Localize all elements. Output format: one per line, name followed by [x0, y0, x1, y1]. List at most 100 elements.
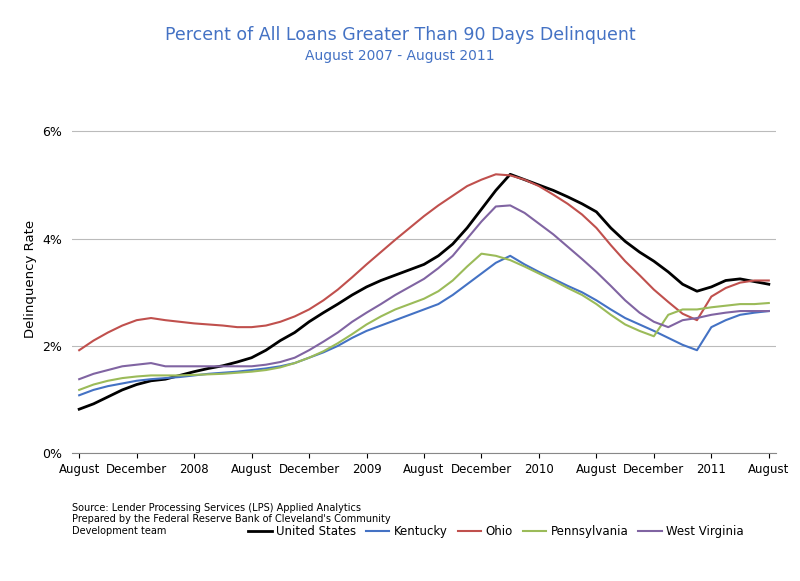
Kentucky	[204, 370, 214, 377]
Ohio	[491, 171, 501, 178]
West Virginia	[706, 311, 716, 318]
Pennsylvania	[506, 257, 515, 264]
Ohio	[118, 322, 127, 329]
West Virginia	[477, 218, 486, 225]
Kentucky	[74, 392, 84, 399]
United States	[434, 252, 443, 259]
West Virginia	[290, 354, 299, 361]
Pennsylvania	[663, 311, 673, 318]
Pennsylvania	[750, 300, 759, 307]
United States	[261, 347, 270, 354]
Ohio	[534, 182, 544, 189]
Kentucky	[190, 372, 199, 379]
Pennsylvania	[304, 354, 314, 361]
Ohio	[233, 324, 242, 331]
Pennsylvania	[218, 370, 228, 377]
Kentucky	[362, 328, 371, 335]
Ohio	[434, 202, 443, 209]
Pennsylvania	[261, 367, 270, 374]
Ohio	[132, 317, 142, 324]
Ohio	[261, 322, 270, 329]
Kentucky	[434, 300, 443, 307]
West Virginia	[118, 363, 127, 370]
United States	[290, 329, 299, 336]
Kentucky	[405, 311, 414, 318]
West Virginia	[678, 317, 687, 324]
Pennsylvania	[477, 250, 486, 257]
Kentucky	[246, 367, 256, 374]
West Virginia	[304, 347, 314, 354]
Ohio	[333, 286, 342, 293]
United States	[275, 337, 285, 344]
Kentucky	[146, 376, 156, 383]
West Virginia	[190, 363, 199, 370]
West Virginia	[419, 275, 429, 282]
United States	[218, 363, 228, 370]
Ohio	[764, 277, 774, 284]
Pennsylvania	[578, 292, 587, 299]
United States	[578, 200, 587, 207]
United States	[649, 258, 658, 265]
United States	[506, 171, 515, 178]
United States	[735, 275, 745, 282]
West Virginia	[161, 363, 170, 370]
West Virginia	[204, 363, 214, 370]
West Virginia	[606, 282, 615, 289]
Pennsylvania	[190, 371, 199, 378]
Ohio	[419, 213, 429, 220]
United States	[520, 176, 530, 183]
United States	[592, 209, 602, 216]
Pennsylvania	[606, 311, 615, 318]
United States	[390, 272, 400, 279]
United States	[233, 358, 242, 365]
Kentucky	[606, 306, 615, 313]
Line: Pennsylvania: Pennsylvania	[79, 254, 769, 390]
Ohio	[103, 329, 113, 336]
Kentucky	[347, 335, 357, 342]
Line: West Virginia: West Virginia	[79, 206, 769, 379]
Pennsylvania	[706, 304, 716, 311]
Pennsylvania	[233, 370, 242, 376]
Ohio	[89, 337, 98, 344]
Kentucky	[132, 377, 142, 384]
West Virginia	[634, 309, 644, 316]
Kentucky	[634, 321, 644, 328]
West Virginia	[132, 361, 142, 368]
Kentucky	[491, 259, 501, 266]
Pennsylvania	[520, 263, 530, 270]
Kentucky	[706, 324, 716, 331]
Kentucky	[333, 342, 342, 349]
Ohio	[750, 277, 759, 284]
Ohio	[649, 286, 658, 293]
Ohio	[74, 347, 84, 354]
United States	[563, 193, 573, 200]
West Virginia	[764, 307, 774, 314]
United States	[347, 292, 357, 299]
West Virginia	[534, 220, 544, 227]
United States	[663, 268, 673, 275]
Ohio	[620, 258, 630, 265]
Pennsylvania	[620, 321, 630, 328]
West Virginia	[663, 324, 673, 331]
Kentucky	[161, 375, 170, 382]
Kentucky	[390, 317, 400, 324]
Ohio	[390, 236, 400, 243]
West Virginia	[362, 309, 371, 316]
United States	[692, 288, 702, 295]
West Virginia	[520, 209, 530, 216]
Ohio	[477, 176, 486, 183]
Kentucky	[520, 261, 530, 268]
West Virginia	[491, 203, 501, 210]
Kentucky	[620, 314, 630, 321]
United States	[318, 309, 328, 316]
Kentucky	[678, 342, 687, 349]
Ohio	[606, 242, 615, 249]
United States	[246, 354, 256, 361]
Pennsylvania	[204, 371, 214, 378]
Pennsylvania	[419, 295, 429, 302]
United States	[190, 368, 199, 375]
Ohio	[520, 176, 530, 183]
United States	[491, 187, 501, 194]
Pennsylvania	[103, 377, 113, 384]
Ohio	[190, 320, 199, 327]
